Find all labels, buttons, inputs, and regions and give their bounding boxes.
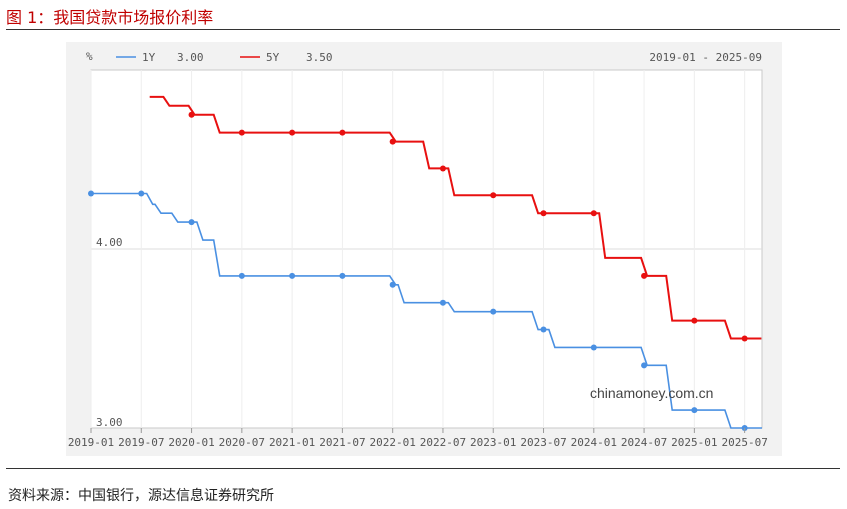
marker-5y xyxy=(389,138,396,145)
marker-1y xyxy=(289,272,296,279)
x-tick-label: 2023-07 xyxy=(520,436,566,449)
x-tick-label: 2022-01 xyxy=(370,436,416,449)
marker-1y xyxy=(389,281,396,288)
x-axis: 2019-01 2019-07 2020-01 2020-07 2021-01 2021-… xyxy=(68,428,768,449)
marker-1y xyxy=(88,190,94,197)
marker-1y xyxy=(138,190,145,197)
marker-5y xyxy=(590,210,597,217)
y-tick-label: 4.00 xyxy=(96,236,123,249)
marker-5y xyxy=(540,210,547,217)
marker-1y xyxy=(188,219,195,226)
marker-1y xyxy=(641,362,648,369)
figure-title: 图 1：我国贷款市场报价利率 xyxy=(6,8,214,27)
source-note: 资料来源：中国银行，源达信息证券研究所 xyxy=(8,488,274,504)
legend-5y-name: 5Y xyxy=(266,51,280,64)
marker-5y xyxy=(691,317,698,324)
y-tick-label: 3.00 xyxy=(96,416,123,429)
marker-5y xyxy=(490,192,497,199)
x-tick-label: 2025-01 xyxy=(671,436,717,449)
watermark: chinamoney.com.cn xyxy=(590,385,713,401)
marker-1y xyxy=(590,344,597,351)
series-line-1y xyxy=(91,192,762,429)
marker-1y xyxy=(339,272,346,279)
marker-1y xyxy=(490,308,497,315)
legend-5y-value: 3.50 xyxy=(306,51,333,64)
x-tick-label: 2024-07 xyxy=(621,436,667,449)
x-tick-label: 2021-01 xyxy=(269,436,315,449)
x-tick-label: 2022-07 xyxy=(420,436,466,449)
x-tick-label: 2019-01 xyxy=(68,436,114,449)
bottom-divider xyxy=(6,468,840,469)
marker-5y xyxy=(641,272,648,279)
marker-5y xyxy=(741,335,748,342)
marker-1y xyxy=(439,299,446,306)
x-tick-label: 2025-07 xyxy=(721,436,767,449)
x-tick-label: 2023-01 xyxy=(470,436,516,449)
legend-1y-name: 1Y xyxy=(142,51,156,64)
marker-layer xyxy=(88,111,748,431)
marker-5y xyxy=(238,129,245,136)
x-tick-label: 2024-01 xyxy=(571,436,617,449)
marker-5y xyxy=(188,111,195,118)
marker-5y xyxy=(339,129,346,136)
marker-1y xyxy=(540,326,547,333)
x-tick-label: 2019-07 xyxy=(118,436,164,449)
x-tick-label: 2020-07 xyxy=(219,436,265,449)
lpr-line-chart: % 1Y 3.00 5Y 3.50 2019-01 - 2025-09 4.00… xyxy=(66,42,782,456)
x-tick-label: 2021-07 xyxy=(319,436,365,449)
x-tick-label: 2020-01 xyxy=(168,436,214,449)
legend-1y-value: 3.00 xyxy=(177,51,204,64)
marker-1y xyxy=(238,272,245,279)
top-divider xyxy=(6,29,840,30)
unit-label: % xyxy=(86,50,93,63)
legend: 1Y 3.00 5Y 3.50 xyxy=(116,51,333,64)
marker-5y xyxy=(439,165,446,172)
marker-1y xyxy=(691,407,698,414)
date-range-label: 2019-01 - 2025-09 xyxy=(649,51,762,64)
marker-5y xyxy=(289,129,296,136)
